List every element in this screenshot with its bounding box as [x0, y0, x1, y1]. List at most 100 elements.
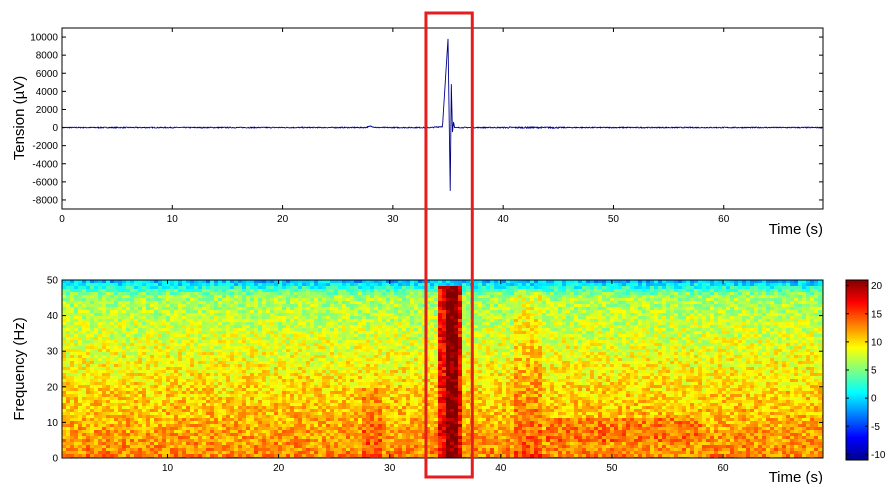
spectrogram-cell — [354, 313, 358, 316]
spectrogram-cell — [334, 436, 338, 439]
spectrogram-cell — [286, 379, 290, 382]
spectrogram-cell — [366, 442, 370, 445]
spectrogram-cell — [154, 364, 158, 367]
spectrogram-cell — [330, 346, 334, 349]
spectrogram-cell — [106, 313, 110, 316]
spectrogram-cell — [206, 397, 210, 400]
spectrogram-cell — [250, 286, 254, 289]
spectrogram-cell — [374, 394, 378, 397]
spectrogram-cell — [238, 331, 242, 334]
spectrogram-cell — [326, 355, 330, 358]
spectrogram-cell — [350, 445, 354, 448]
spectrogram-cell — [262, 391, 266, 394]
spectrogram-cell — [282, 346, 286, 349]
spectrogram-cell — [306, 373, 310, 376]
spectrogram-cell — [334, 292, 338, 295]
spectrogram-cell — [166, 361, 170, 364]
spectrogram-cell — [74, 355, 78, 358]
spectrogram-cell — [278, 442, 282, 445]
spectrogram-cell — [178, 322, 182, 325]
spectrogram-cell — [346, 436, 350, 439]
spectrogram-cell — [182, 286, 186, 289]
spectrogram-cell — [86, 391, 90, 394]
spectrogram-cell — [122, 382, 126, 385]
spectrogram-cell — [102, 406, 106, 409]
spectrogram-cell — [306, 421, 310, 424]
spectrogram-cell — [98, 364, 102, 367]
spectrogram-cell — [314, 370, 318, 373]
spectrogram-cell — [62, 352, 66, 355]
spectrogram-cell — [110, 334, 114, 337]
spectrogram-cell — [118, 367, 122, 370]
spectrogram-cell — [78, 352, 82, 355]
spectrogram-cell — [110, 337, 114, 340]
spectrogram-cell — [346, 364, 350, 367]
spectrogram-cell — [366, 388, 370, 391]
spectrogram-cell — [150, 436, 154, 439]
spectrogram-cell — [78, 304, 82, 307]
spectrogram-cell — [346, 442, 350, 445]
spectrogram-cell — [230, 406, 234, 409]
spectrogram-cell — [178, 400, 182, 403]
spectrogram-cell — [366, 340, 370, 343]
spectrogram-cell — [82, 403, 86, 406]
spectrogram-cell — [378, 298, 382, 301]
spectrogram-cell — [110, 382, 114, 385]
spectrogram-cell — [274, 349, 278, 352]
spectrogram-cell — [74, 349, 78, 352]
spectrogram-cell — [194, 436, 198, 439]
spectrogram-cell — [290, 322, 294, 325]
spectrogram-cell — [314, 292, 318, 295]
spectrogram-cell — [174, 370, 178, 373]
spectrogram-cell — [282, 349, 286, 352]
spectrogram-cell — [218, 400, 222, 403]
spectrogram-cell — [110, 301, 114, 304]
spectrogram-cell — [178, 352, 182, 355]
spectrogram-cell — [246, 283, 250, 286]
spectrogram-cell — [190, 421, 194, 424]
spectrogram-cell — [182, 421, 186, 424]
spectrogram-cell — [290, 412, 294, 415]
spectrogram-cell — [186, 409, 190, 412]
spectrogram-cell — [322, 448, 326, 451]
spectrogram-cell — [98, 280, 102, 283]
spectrogram-cell — [382, 286, 386, 289]
spectrogram-cell — [66, 346, 70, 349]
spectrogram-cell — [214, 412, 218, 415]
spectrogram-cell — [94, 346, 98, 349]
spectrogram-cell — [386, 304, 390, 307]
spectrogram-cell — [270, 391, 274, 394]
spectrogram-cell — [314, 412, 318, 415]
spectrogram-cell — [174, 307, 178, 310]
spectrogram-cell — [94, 349, 98, 352]
spectrogram-cell — [330, 289, 334, 292]
spectrogram-cell — [202, 442, 206, 445]
spectrogram-cell — [234, 325, 238, 328]
spectrogram-cell — [198, 280, 202, 283]
spectrogram-cell — [134, 373, 138, 376]
spectrogram-cell — [286, 442, 290, 445]
spectrogram-cell — [98, 322, 102, 325]
spectrogram-cell — [326, 394, 330, 397]
spectrogram-cell — [382, 436, 386, 439]
spectrogram-cell — [262, 301, 266, 304]
spectrogram-cell — [226, 295, 230, 298]
spectrogram-cell — [298, 352, 302, 355]
spectrogram-cell — [94, 364, 98, 367]
spectrogram-cell — [198, 394, 202, 397]
spectrogram-cell — [102, 343, 106, 346]
spectrogram-cell — [106, 364, 110, 367]
spectrogram-cell — [334, 415, 338, 418]
spectrogram-cell — [318, 409, 322, 412]
spectrogram-cell — [330, 412, 334, 415]
spectrogram-cell — [194, 379, 198, 382]
spectrogram-cell — [230, 325, 234, 328]
spectrogram-cell — [366, 451, 370, 454]
spectrogram-cell — [350, 334, 354, 337]
spectrogram-cell — [62, 292, 66, 295]
spectrogram-cell — [86, 334, 90, 337]
spectrogram-cell — [126, 337, 130, 340]
spectrogram-cell — [278, 328, 282, 331]
spectrogram-cell — [330, 415, 334, 418]
spectrogram-cell — [314, 298, 318, 301]
